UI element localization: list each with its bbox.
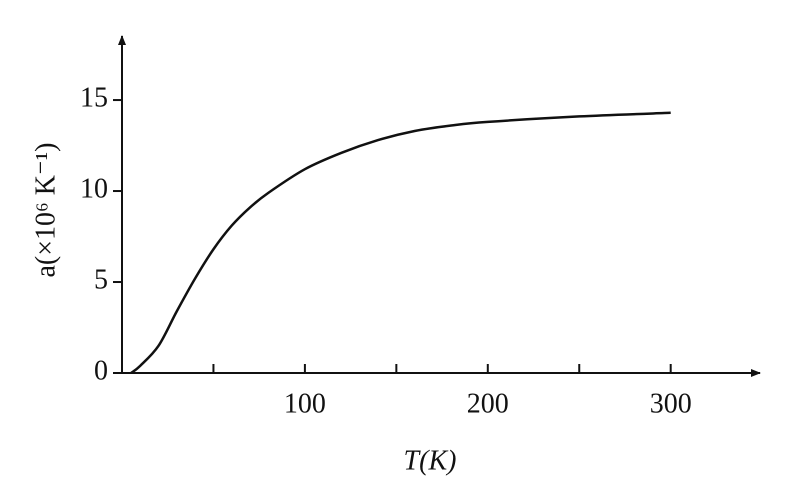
x-tick-label: 200: [467, 388, 509, 419]
x-axis-label: T(K): [404, 445, 457, 476]
x-tick-label: 100: [284, 388, 326, 419]
y-axis-label: a(×10⁶ K⁻¹): [30, 142, 61, 277]
y-tick-label: 0: [94, 355, 108, 386]
y-tick-label: 10: [80, 173, 108, 204]
x-tick-label: 300: [650, 388, 692, 419]
data-line: [130, 111, 671, 375]
y-tick-label: 15: [80, 82, 108, 113]
y-tick-label: 5: [94, 264, 108, 295]
